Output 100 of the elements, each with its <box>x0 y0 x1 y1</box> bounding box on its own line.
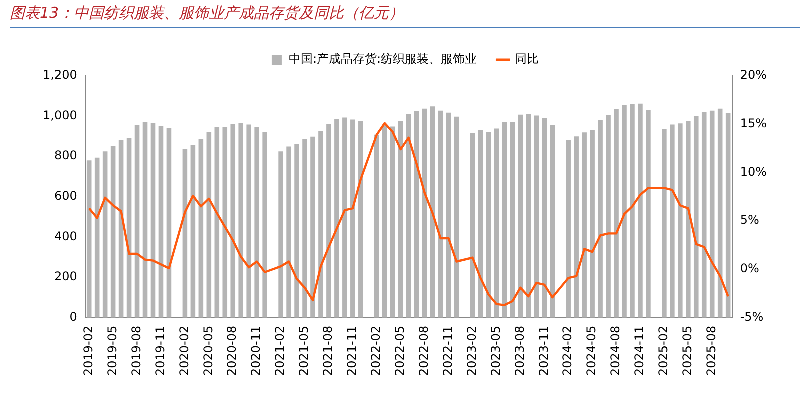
x-tick-label: 2020-08 <box>225 326 240 376</box>
x-tick-label: 2023-05 <box>488 326 503 376</box>
bar <box>702 112 707 318</box>
bar <box>470 133 476 318</box>
bar <box>694 116 699 318</box>
y-tick-label: 800 <box>54 148 78 163</box>
bar <box>414 111 420 318</box>
legend-label: 同比 <box>515 52 540 66</box>
y2-tick-label: 20% <box>740 68 767 82</box>
bar <box>286 146 292 318</box>
bar <box>166 128 172 318</box>
x-tick-label: 2021-11 <box>345 326 360 376</box>
bar <box>278 152 284 318</box>
x-tick-label: 2023-11 <box>536 326 551 376</box>
bar <box>518 114 524 318</box>
bar <box>678 124 683 318</box>
bar <box>118 140 124 318</box>
bar <box>622 105 627 318</box>
x-tick-label: 2025-08 <box>704 326 718 376</box>
bar <box>726 113 731 318</box>
bar <box>582 132 587 318</box>
x-tick-label: 2024-08 <box>608 326 623 376</box>
y2-tick-label: 15% <box>740 116 767 130</box>
bar <box>350 120 356 318</box>
bar <box>206 132 212 318</box>
x-tick-label: 2025-05 <box>680 326 695 376</box>
bar <box>142 122 148 318</box>
bar <box>430 106 436 318</box>
x-tick-label: 2024-02 <box>560 326 575 376</box>
y-tick-label: 1,000 <box>42 108 78 122</box>
x-tick-label: 2020-02 <box>177 326 192 376</box>
y-tick-label: 0 <box>70 310 78 324</box>
bar <box>534 116 540 318</box>
bar <box>686 120 691 318</box>
bar <box>326 124 332 318</box>
bar <box>110 146 116 318</box>
bar <box>102 152 108 318</box>
y-tick-label: 200 <box>54 270 78 284</box>
x-tick-label: 2023-08 <box>512 326 527 376</box>
bar <box>230 124 236 318</box>
bar <box>214 127 220 318</box>
x-tick-label: 2021-08 <box>321 326 336 376</box>
bar <box>710 110 715 318</box>
bar <box>638 104 643 318</box>
x-tick-label: 2020-05 <box>201 326 216 376</box>
x-tick-label: 2022-11 <box>440 326 455 376</box>
bar <box>446 112 452 318</box>
bar <box>310 136 316 318</box>
x-tick-label: 2021-02 <box>273 326 288 376</box>
bar <box>406 114 412 318</box>
bar <box>390 126 396 318</box>
y2-tick-label: 10% <box>740 164 767 179</box>
y2-tick-label: 5% <box>740 213 760 228</box>
x-tick-label: 2022-08 <box>416 326 431 376</box>
bar <box>222 127 228 318</box>
bar <box>246 124 252 318</box>
x-tick-label: 2019-11 <box>153 326 168 376</box>
bar <box>630 104 635 318</box>
x-tick-label: 2023-02 <box>464 326 479 376</box>
bar <box>262 132 268 318</box>
bar <box>566 140 571 318</box>
x-tick-label: 2019-05 <box>105 326 120 376</box>
y-tick-label: 1,200 <box>42 68 78 82</box>
bar <box>374 134 380 318</box>
bar <box>190 146 196 318</box>
y-tick-label: 600 <box>54 189 78 204</box>
bar <box>334 119 340 318</box>
bar <box>590 130 595 318</box>
x-tick-label: 2024-05 <box>584 326 599 376</box>
bar <box>182 148 188 318</box>
chart-title: 图表13：中国纺织服装、服饰业产成品存货及同比（亿元） <box>10 4 800 28</box>
x-tick-label: 2019-02 <box>81 326 96 376</box>
bar <box>598 120 603 318</box>
bar <box>486 132 492 318</box>
bar <box>158 126 164 318</box>
y2-tick-label: -5% <box>740 310 764 324</box>
bar <box>238 123 244 318</box>
bar <box>550 125 556 318</box>
legend-label: 中国:产成品存货:纺织服装、服饰业 <box>288 52 478 66</box>
x-tick-label: 2019-08 <box>129 326 144 376</box>
bar <box>542 118 548 318</box>
x-tick-label: 2025-02 <box>656 326 671 376</box>
bar <box>478 130 484 318</box>
bar <box>454 116 460 318</box>
y2-tick-label: 0% <box>740 262 760 276</box>
bar <box>398 120 404 318</box>
bar <box>302 139 308 318</box>
bar <box>574 136 579 318</box>
bar <box>358 120 364 318</box>
bar <box>294 144 300 318</box>
bar <box>510 122 516 318</box>
bar <box>502 122 508 318</box>
bar <box>670 124 675 318</box>
x-tick-label: 2021-05 <box>297 326 312 376</box>
x-tick-label: 2024-11 <box>632 326 647 376</box>
bar <box>254 127 260 318</box>
bar <box>94 158 100 318</box>
bar <box>662 129 667 318</box>
bar <box>614 109 619 318</box>
bar <box>342 118 348 318</box>
